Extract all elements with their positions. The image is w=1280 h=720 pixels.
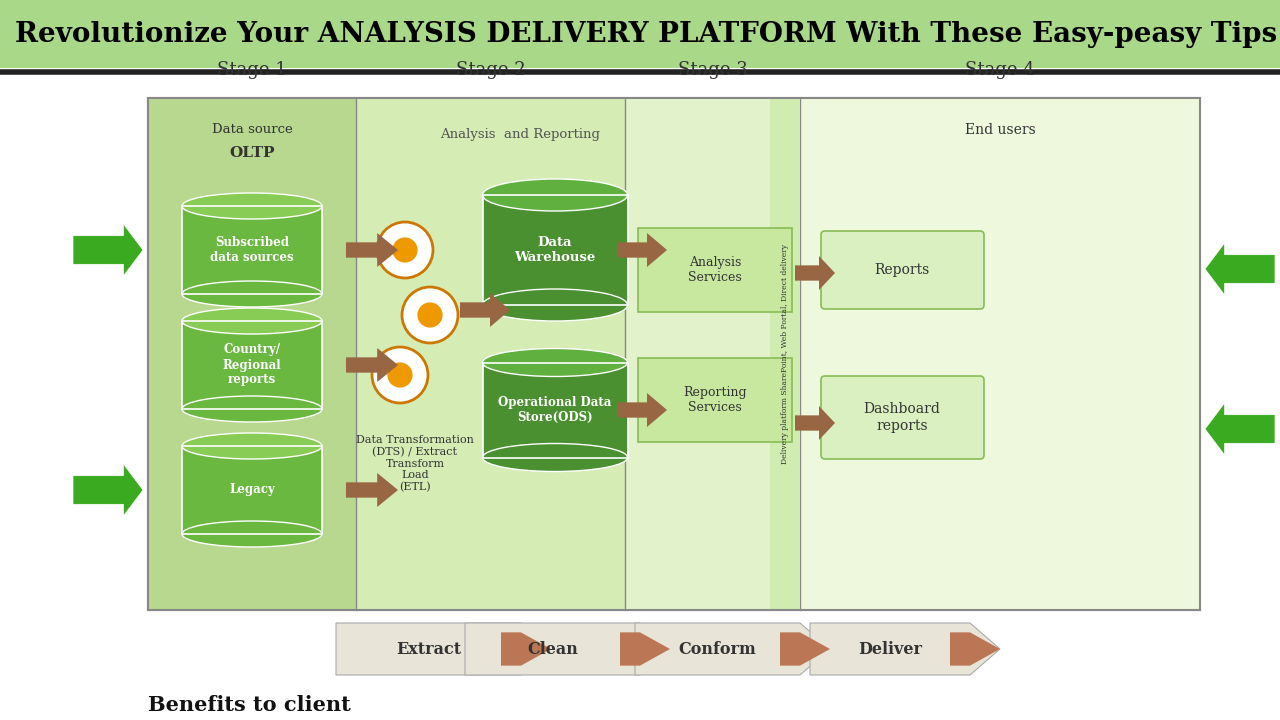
Bar: [483, 195, 627, 305]
Text: Subscribed
data sources: Subscribed data sources: [210, 236, 294, 264]
Polygon shape: [1204, 403, 1275, 455]
Text: Stage 4: Stage 4: [965, 61, 1034, 79]
Polygon shape: [465, 623, 669, 675]
Bar: [182, 206, 323, 294]
Bar: [483, 362, 627, 457]
Polygon shape: [795, 256, 835, 290]
Bar: [182, 446, 323, 534]
Circle shape: [402, 287, 458, 343]
Polygon shape: [346, 473, 398, 507]
Text: Operational Data
Store(ODS): Operational Data Store(ODS): [498, 396, 612, 424]
Text: Extract: Extract: [396, 641, 461, 657]
Text: Stage 2: Stage 2: [456, 61, 525, 79]
Bar: [0, 0, 1280, 68]
Bar: [800, 98, 1201, 610]
Ellipse shape: [483, 348, 627, 377]
Bar: [148, 98, 1201, 610]
Polygon shape: [460, 293, 509, 327]
Bar: [182, 321, 323, 409]
Text: Reporting
Services: Reporting Services: [684, 386, 746, 414]
FancyBboxPatch shape: [820, 376, 984, 459]
Text: Stage 1: Stage 1: [218, 61, 287, 79]
Text: Deliver: Deliver: [858, 641, 922, 657]
Circle shape: [372, 347, 428, 403]
Text: Data Transformation
(DTS) / Extract
Transform
Load
(ETL): Data Transformation (DTS) / Extract Tran…: [356, 435, 474, 492]
Polygon shape: [780, 632, 829, 665]
Text: End users: End users: [965, 123, 1036, 137]
Ellipse shape: [182, 193, 323, 219]
Polygon shape: [617, 233, 667, 267]
Ellipse shape: [483, 444, 627, 472]
Text: Data source: Data source: [211, 123, 292, 136]
Text: Country/
Regional
reports: Country/ Regional reports: [223, 343, 282, 387]
Text: Analysis
Services: Analysis Services: [689, 256, 742, 284]
Circle shape: [378, 222, 433, 278]
Circle shape: [417, 302, 443, 328]
Bar: [182, 446, 323, 534]
Text: OLTP: OLTP: [229, 146, 275, 160]
Bar: [182, 321, 323, 409]
Bar: [148, 98, 1201, 610]
Polygon shape: [73, 464, 143, 516]
Ellipse shape: [182, 281, 323, 307]
Bar: [771, 98, 800, 610]
Polygon shape: [346, 233, 398, 267]
FancyBboxPatch shape: [637, 358, 792, 442]
Polygon shape: [500, 632, 550, 665]
Polygon shape: [73, 224, 143, 276]
Text: Delivery platform SharePoint, Web Portal, Direct delivery: Delivery platform SharePoint, Web Portal…: [781, 244, 788, 464]
Text: Stage 3: Stage 3: [677, 61, 748, 79]
Bar: [182, 206, 323, 294]
Ellipse shape: [182, 433, 323, 459]
Polygon shape: [635, 623, 829, 675]
Circle shape: [393, 238, 417, 263]
FancyBboxPatch shape: [820, 231, 984, 309]
FancyBboxPatch shape: [637, 228, 792, 312]
Ellipse shape: [182, 396, 323, 422]
Bar: [483, 195, 627, 305]
Polygon shape: [795, 406, 835, 440]
Polygon shape: [335, 623, 550, 675]
Text: Analysis  and Reporting: Analysis and Reporting: [440, 128, 600, 141]
Bar: [356, 98, 625, 610]
Text: Clean: Clean: [527, 641, 579, 657]
Text: Legacy: Legacy: [229, 484, 275, 497]
Bar: [148, 98, 356, 610]
Text: Data
Warehouse: Data Warehouse: [515, 236, 595, 264]
Polygon shape: [620, 632, 669, 665]
Text: Dashboard
reports: Dashboard reports: [864, 402, 941, 433]
Text: Benefits to client: Benefits to client: [148, 695, 351, 715]
Text: Reports: Reports: [874, 263, 929, 277]
Ellipse shape: [483, 179, 627, 211]
Bar: [625, 98, 800, 610]
Polygon shape: [346, 348, 398, 382]
Ellipse shape: [483, 289, 627, 321]
Text: Revolutionize Your ANALYSIS DELIVERY PLATFORM With These Easy-peasy Tips: Revolutionize Your ANALYSIS DELIVERY PLA…: [15, 20, 1277, 48]
Circle shape: [388, 362, 412, 387]
Text: Conform: Conform: [678, 641, 756, 657]
Bar: [483, 362, 627, 457]
Ellipse shape: [182, 521, 323, 547]
Polygon shape: [950, 632, 1000, 665]
Polygon shape: [617, 393, 667, 427]
Ellipse shape: [182, 308, 323, 334]
Polygon shape: [810, 623, 1000, 675]
Polygon shape: [1204, 243, 1275, 295]
